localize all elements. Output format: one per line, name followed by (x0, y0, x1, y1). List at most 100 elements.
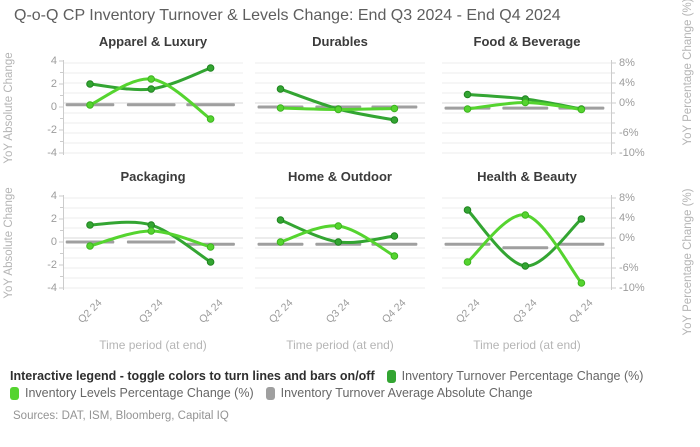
y-tick-label-right: 0% (619, 97, 635, 109)
legend-item-0[interactable]: Inventory Turnover Percentage Change (%) (386, 369, 644, 383)
x-axis-title: Time period (at end) (286, 338, 394, 352)
legend-item-2[interactable]: Inventory Turnover Average Absolute Chan… (265, 386, 533, 400)
subplot-title-durables: Durables (312, 34, 368, 49)
y-tick-label-left: 2 (50, 213, 57, 225)
average-bar[interactable] (186, 103, 235, 107)
subplot-title-packaging: Packaging (120, 169, 186, 184)
y-tick-label-left: -2 (47, 124, 57, 136)
average-bar[interactable] (126, 103, 176, 107)
subplot-food-and-beverage[interactable] (442, 58, 616, 158)
turnover-line (279, 87, 396, 122)
subplot-health-and-beauty[interactable] (442, 193, 616, 293)
levels-marker[interactable] (463, 105, 472, 113)
levels-marker[interactable] (86, 242, 94, 250)
turnover-marker[interactable] (206, 258, 215, 266)
turnover-marker[interactable] (147, 85, 155, 93)
subplot-apparel-and-luxury[interactable] (59, 58, 243, 158)
average-bar[interactable] (502, 106, 549, 110)
subplot-title-apparel-and-luxury: Apparel & Luxury (98, 34, 208, 49)
legend-item-label: Inventory Turnover Percentage Change (%) (401, 369, 644, 383)
x-axis-title: Time period (at end) (473, 338, 581, 352)
subplot-home-and-outdoor[interactable] (255, 193, 425, 293)
y-tick-label-left: 0 (50, 101, 57, 113)
average-bar[interactable] (444, 242, 491, 246)
y-tick-label-left: -2 (47, 259, 57, 271)
subplot-packaging[interactable] (59, 193, 243, 293)
levels-marker[interactable] (276, 104, 285, 112)
levels-marker[interactable] (334, 105, 343, 114)
y-tick-label-left: -4 (47, 147, 57, 159)
x-axis-title: Time period (at end) (99, 338, 207, 352)
levels-marker[interactable] (86, 101, 94, 109)
turnover-marker[interactable] (463, 206, 472, 214)
levels-marker[interactable] (276, 238, 285, 246)
levels-marker[interactable] (390, 252, 399, 260)
y-tick-label-left: -4 (47, 282, 57, 294)
legend-item-label: Inventory Levels Percentage Change (%) (25, 386, 254, 400)
y-tick-label-right: 8% (619, 57, 635, 69)
legend-item-1[interactable]: Inventory Levels Percentage Change (%) (10, 386, 254, 400)
legend-swatch-icon (265, 386, 275, 400)
turnover-marker[interactable] (390, 232, 399, 240)
turnover-marker[interactable] (86, 221, 94, 229)
y-tick-label-right: 8% (619, 192, 635, 204)
y-tick-label-left: 0 (50, 236, 57, 248)
turnover-marker[interactable] (276, 85, 285, 93)
turnover-marker[interactable] (390, 116, 399, 124)
turnover-marker[interactable] (463, 90, 472, 99)
levels-marker[interactable] (147, 227, 155, 235)
page-title: Q-o-Q CP Inventory Turnover & Levels Cha… (14, 7, 561, 24)
turnover-marker[interactable] (334, 238, 343, 246)
legend-item-label: Inventory Turnover Average Absolute Chan… (280, 386, 533, 400)
levels-marker[interactable] (147, 75, 155, 83)
levels-marker[interactable] (463, 258, 472, 266)
average-bar[interactable] (502, 246, 549, 250)
subplot-title-home-and-outdoor: Home & Outdoor (288, 169, 392, 184)
y-tick-label-right: -6% (619, 262, 639, 274)
levels-marker[interactable] (577, 279, 586, 287)
turnover-marker[interactable] (577, 215, 586, 223)
right-axis-title-row1: YoY Percentage Change (%) (682, 0, 694, 146)
y-tick-label-right: -6% (619, 127, 639, 139)
levels-marker[interactable] (206, 115, 215, 123)
levels-marker[interactable] (390, 104, 399, 113)
average-bar[interactable] (126, 240, 176, 244)
legend: Interactive legend - toggle colors to tu… (10, 369, 694, 400)
turnover-marker[interactable] (276, 216, 285, 224)
turnover-marker[interactable] (206, 64, 215, 72)
y-tick-label-right: -10% (619, 282, 645, 294)
x-tick-label: Q3 24 (136, 297, 166, 326)
x-tick-label: Q2 24 (266, 297, 295, 326)
turnover-marker[interactable] (521, 262, 530, 270)
levels-marker[interactable] (521, 211, 530, 219)
x-tick-label: Q4 24 (196, 297, 226, 326)
legend-swatch-icon (10, 386, 19, 400)
levels-marker[interactable] (334, 222, 343, 230)
x-tick-label: Q2 24 (75, 297, 105, 326)
x-tick-label: Q3 24 (324, 297, 353, 326)
subplot-durables[interactable] (255, 58, 425, 158)
y-tick-label-right: 4% (619, 212, 635, 224)
y-tick-label-left: 2 (50, 78, 57, 90)
levels-marker[interactable] (577, 105, 586, 114)
y-tick-label-right: 0% (619, 232, 635, 244)
y-tick-label-left: 4 (50, 55, 57, 67)
sources-text: Sources: DAT, ISM, Bloomberg, Capital IQ (13, 410, 229, 422)
average-bar[interactable] (558, 242, 605, 246)
x-tick-label: Q4 24 (380, 297, 409, 326)
x-tick-label: Q3 24 (511, 297, 540, 326)
y-tick-label-left: 4 (50, 190, 57, 202)
legend-note: Interactive legend - toggle colors to tu… (10, 369, 375, 383)
turnover-marker[interactable] (86, 80, 94, 88)
left-axis-title-row2: YoY Absolute Change (3, 187, 15, 299)
levels-marker[interactable] (206, 243, 215, 251)
subplot-title-food-and-beverage: Food & Beverage (473, 34, 581, 49)
legend-swatch-icon (386, 369, 396, 383)
average-bar[interactable] (371, 242, 418, 246)
right-axis-title-row2: YoY Percentage Change (%) (682, 188, 694, 336)
y-tick-label-right: -10% (619, 147, 645, 159)
x-tick-label: Q2 24 (453, 297, 482, 326)
levels-marker[interactable] (521, 98, 530, 107)
x-tick-label: Q4 24 (567, 297, 596, 326)
